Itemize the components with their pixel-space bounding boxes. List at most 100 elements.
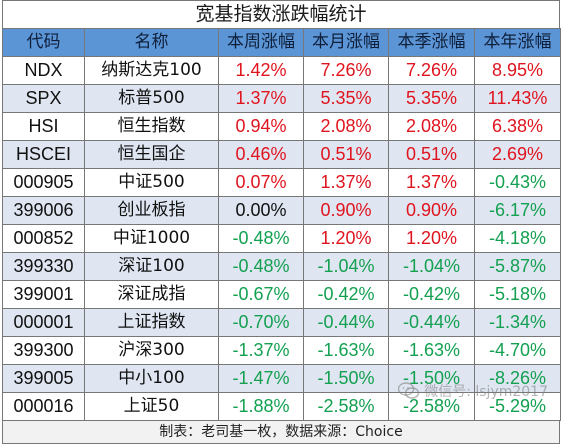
quarter-change-cell: 1.20% [388,224,475,253]
table-row: SPX 标普500 1.37% 5.35% 5.35% 11.43% [2,84,561,113]
month-change-cell: 2.08% [303,112,389,141]
year-change-cell: -8.26% [474,364,561,393]
code-cell: SPX [2,84,85,113]
header-code: 代码 [2,28,85,57]
year-change-cell: -5.18% [474,280,561,309]
year-change-cell: 8.95% [474,56,561,85]
table-row: 000001 上证指数 -0.70% -0.44% -0.44% -1.34% [2,308,561,337]
month-change-cell: -1.04% [303,252,389,281]
name-cell: 创业板指 [84,196,219,225]
week-change-cell: -0.48% [218,224,304,253]
table-row: HSCEI 恒生国企 0.46% 0.51% 0.51% 2.69% [2,140,561,169]
year-change-cell: -5.29% [474,392,561,421]
table-row: 000852 中证1000 -0.48% 1.20% 1.20% -4.18% [2,224,561,253]
table-row: 399001 深证成指 -0.67% -0.42% -0.42% -5.18% [2,280,561,309]
header-name: 名称 [84,28,219,57]
code-cell: HSI [2,112,85,141]
code-cell: 000016 [2,392,85,421]
header-quarter: 本季涨幅 [388,28,475,57]
quarter-change-cell: -1.63% [388,336,475,365]
month-change-cell: -2.58% [303,392,389,421]
table-row: 000016 上证50 -1.88% -2.58% -2.58% -5.29% [2,392,561,421]
week-change-cell: 0.46% [218,140,304,169]
week-change-cell: -0.48% [218,252,304,281]
year-change-cell: 11.43% [474,84,561,113]
month-change-cell: 0.90% [303,196,389,225]
month-change-cell: 5.35% [303,84,389,113]
table-row: 399006 创业板指 0.00% 0.90% 0.90% -6.17% [2,196,561,225]
table-row: NDX 纳斯达克100 1.42% 7.26% 7.26% 8.95% [2,56,561,85]
header-row: 代码 名称 本周涨幅 本月涨幅 本季涨幅 本年涨幅 [2,28,561,57]
month-change-cell: -0.42% [303,280,389,309]
name-cell: 中证1000 [84,224,219,253]
quarter-change-cell: 1.37% [388,168,475,197]
code-cell: 399005 [2,364,85,393]
week-change-cell: -1.47% [218,364,304,393]
table-row: 399330 深证100 -0.48% -1.04% -1.04% -5.87% [2,252,561,281]
name-cell: 深证100 [84,252,219,281]
month-change-cell: 0.51% [303,140,389,169]
name-cell: 恒生指数 [84,112,219,141]
week-change-cell: 0.94% [218,112,304,141]
table-title: 宽基指数涨跌幅统计 [2,0,560,28]
index-change-table: 代码 名称 本周涨幅 本月涨幅 本季涨幅 本年涨幅 NDX 纳斯达克100 1.42… [2,28,561,421]
table-row: 399005 中小100 -1.47% -1.50% -1.50% -8.26% [2,364,561,393]
code-cell: 399300 [2,336,85,365]
header-week: 本周涨幅 [218,28,304,57]
month-change-cell: -0.44% [303,308,389,337]
year-change-cell: -0.43% [474,168,561,197]
year-change-cell: -5.87% [474,252,561,281]
year-change-cell: -4.18% [474,224,561,253]
code-cell: 000852 [2,224,85,253]
week-change-cell: -1.88% [218,392,304,421]
week-change-cell: -1.37% [218,336,304,365]
year-change-cell: -6.17% [474,196,561,225]
code-cell: 399330 [2,252,85,281]
month-change-cell: -1.50% [303,364,389,393]
quarter-change-cell: 0.90% [388,196,475,225]
name-cell: 上证指数 [84,308,219,337]
table-row: 399300 沪深300 -1.37% -1.63% -1.63% -4.70% [2,336,561,365]
month-change-cell: 7.26% [303,56,389,85]
quarter-change-cell: 5.35% [388,84,475,113]
name-cell: 恒生国企 [84,140,219,169]
code-cell: HSCEI [2,140,85,169]
name-cell: 标普500 [84,84,219,113]
table-row: HSI 恒生指数 0.94% 2.08% 2.08% 6.38% [2,112,561,141]
name-cell: 中小100 [84,364,219,393]
code-cell: 399006 [2,196,85,225]
quarter-change-cell: -1.04% [388,252,475,281]
quarter-change-cell: -0.44% [388,308,475,337]
code-cell: 399001 [2,280,85,309]
code-cell: 000001 [2,308,85,337]
wechat-icon [398,382,420,399]
quarter-change-cell: -2.58% [388,392,475,421]
week-change-cell: 1.42% [218,56,304,85]
year-change-cell: -1.34% [474,308,561,337]
name-cell: 纳斯达克100 [84,56,219,85]
year-change-cell: -4.70% [474,336,561,365]
name-cell: 上证50 [84,392,219,421]
header-month: 本月涨幅 [303,28,389,57]
week-change-cell: -0.70% [218,308,304,337]
quarter-change-cell: 0.51% [388,140,475,169]
quarter-change-cell: -0.42% [388,280,475,309]
quarter-change-cell: 7.26% [388,56,475,85]
year-change-cell: 6.38% [474,112,561,141]
code-cell: NDX [2,56,85,85]
name-cell: 中证500 [84,168,219,197]
year-change-cell: 2.69% [474,140,561,169]
header-year: 本年涨幅 [474,28,561,57]
watermark: 微信号: lsjym2017 [398,381,548,401]
table-row: 000905 中证500 0.07% 1.37% 1.37% -0.43% [2,168,561,197]
quarter-change-cell: 2.08% [388,112,475,141]
week-change-cell: -0.67% [218,280,304,309]
watermark-text: 微信号: lsjym2017 [424,384,548,400]
week-change-cell: 0.07% [218,168,304,197]
week-change-cell: 0.00% [218,196,304,225]
table-body: NDX 纳斯达克100 1.42% 7.26% 7.26% 8.95% SPX 标普500 1.… [2,56,561,421]
code-cell: 000905 [2,168,85,197]
month-change-cell: -1.63% [303,336,389,365]
month-change-cell: 1.37% [303,168,389,197]
